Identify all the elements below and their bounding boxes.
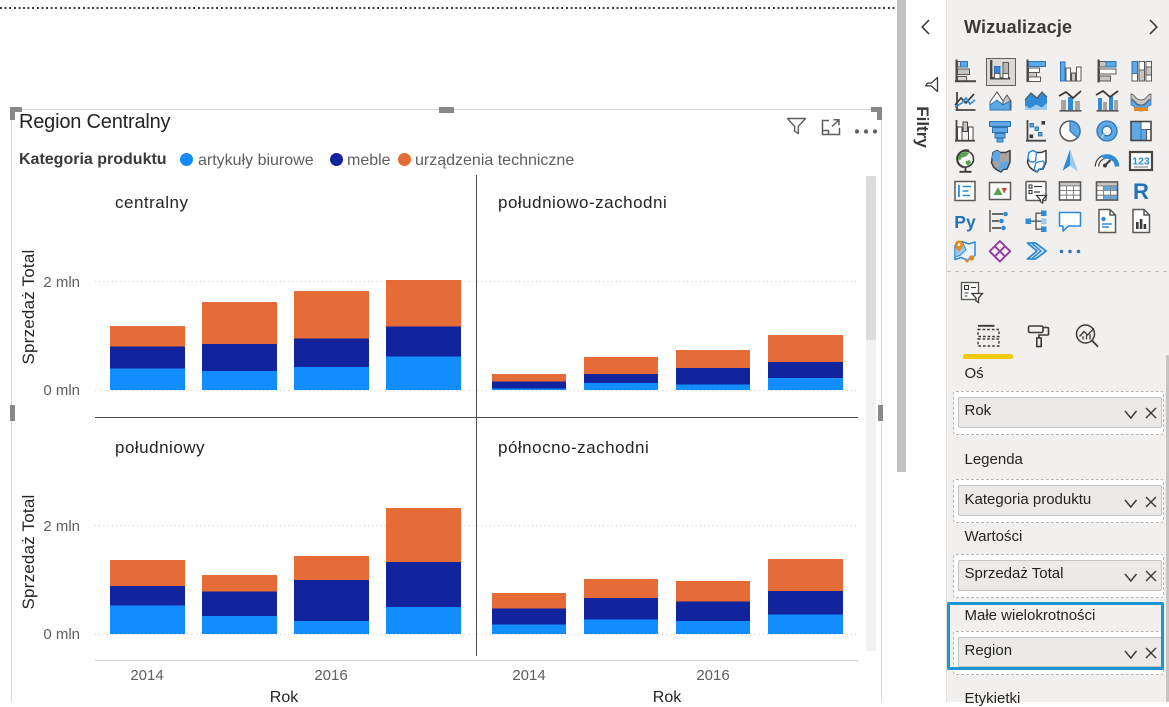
svg-text:123: 123 (1132, 156, 1150, 168)
svg-text:Py: Py (954, 212, 976, 232)
svg-text:R: R (1133, 179, 1149, 204)
